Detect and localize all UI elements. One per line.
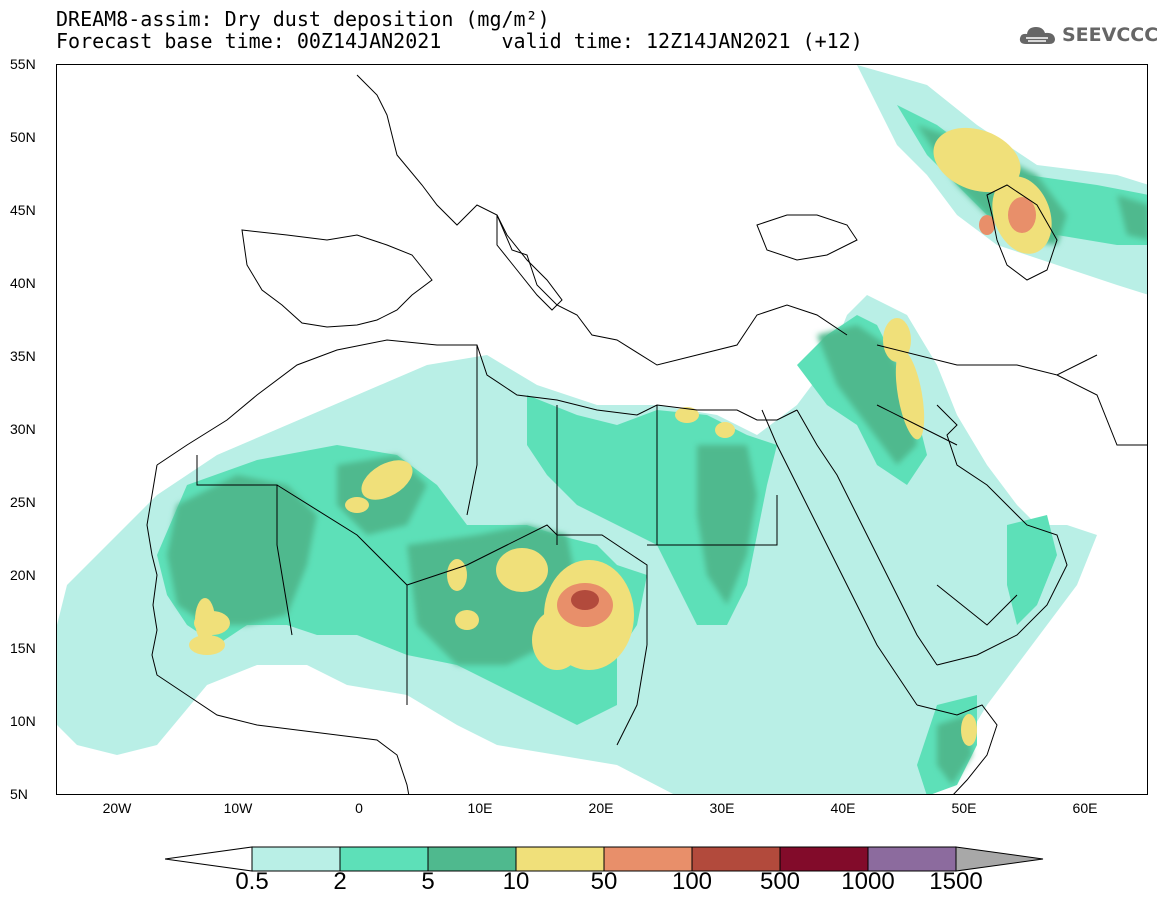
logo-text: SEEVCCC [1062, 24, 1159, 46]
seevccc-logo: SEEVCCC [1018, 22, 1158, 48]
lat-label-45: 45N [10, 202, 36, 218]
colorbar-label-1500: 1500 [929, 868, 983, 895]
colorbar-swatch-8 [867, 846, 957, 872]
colorbar-swatch-6 [691, 846, 781, 872]
map-panel [56, 64, 1148, 795]
lon-label-0: 0 [355, 800, 363, 816]
colorbar-swatch-7 [779, 846, 869, 872]
colorbar-swatch-3 [427, 846, 517, 872]
lat-label-20: 20N [10, 567, 36, 583]
lat-label-50: 50N [10, 129, 36, 145]
map-subtitle: Forecast base time: 00Z14JAN2021 valid t… [56, 29, 863, 53]
lon-label-10w: 10W [223, 800, 253, 816]
colorbar-label-1000: 1000 [841, 868, 895, 895]
lat-label-30: 30N [10, 421, 36, 437]
colorbar-label-2: 2 [333, 868, 347, 895]
colorbar-swatch-1 [251, 846, 341, 872]
lat-label-5: 5N [10, 786, 28, 802]
lon-label-50e: 50E [951, 800, 977, 816]
colorbar-label-10: 10 [502, 868, 530, 895]
colorbar-label-5: 5 [421, 868, 435, 895]
map-title: DREAM8-assim: Dry dust deposition (mg/m²… [56, 7, 550, 31]
dust-map [57, 65, 1147, 794]
lon-label-40e: 40E [830, 800, 856, 816]
lat-label-25: 25N [10, 494, 36, 510]
lon-label-30e: 30E [709, 800, 735, 816]
lon-label-20e: 20E [588, 800, 614, 816]
lat-label-10: 10N [10, 713, 36, 729]
colorbar-label-500: 500 [759, 868, 801, 895]
lat-label-35: 35N [10, 348, 36, 364]
lon-label-20w: 20W [102, 800, 132, 816]
colorbar-swatch-2 [339, 846, 429, 872]
lon-label-10e: 10E [467, 800, 493, 816]
lat-label-40: 40N [10, 275, 36, 291]
dust-level-6 [571, 590, 599, 610]
coastlines [146, 74, 1147, 794]
colorbar-swatch-5 [603, 846, 693, 872]
colorbar-label-100: 100 [671, 868, 713, 895]
lat-label-55: 55N [10, 56, 36, 72]
lat-label-15: 15N [10, 640, 36, 656]
colorbar [165, 846, 1044, 872]
colorbar-label-50: 50 [590, 868, 618, 895]
lon-label-60e: 60E [1072, 800, 1098, 816]
colorbar-label-0-5: 0.5 [235, 868, 269, 895]
cloud-icon [1019, 27, 1055, 44]
colorbar-high-arrow [955, 846, 1044, 872]
